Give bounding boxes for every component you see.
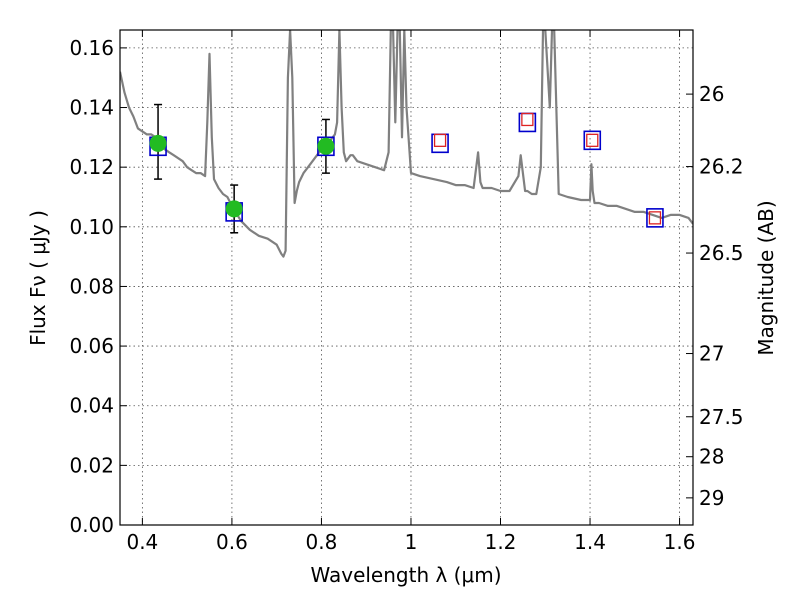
x-tick-label: 0.4 xyxy=(126,530,158,554)
data-layer xyxy=(120,30,693,258)
y2-tick-label: 27 xyxy=(699,342,724,366)
predicted-flux-marker xyxy=(586,133,599,147)
predicted-flux-marker xyxy=(648,211,662,225)
x-tick-label: 1.4 xyxy=(574,530,606,554)
y2-tick-label: 26.2 xyxy=(699,155,744,179)
model-spectrum-line xyxy=(120,30,693,258)
y-tick-label: 0.02 xyxy=(69,453,114,477)
grid-lines xyxy=(120,30,693,526)
y-tick-label: 0.06 xyxy=(69,334,114,358)
x-tick-label: 0.8 xyxy=(306,530,338,554)
y2-axis-label: Magnitude (AB) xyxy=(754,200,778,355)
y-tick-label: 0.04 xyxy=(69,394,114,418)
y-tick-label: 0.14 xyxy=(69,96,114,120)
y-tick-label: 0.08 xyxy=(69,274,114,298)
x-tick-label: 0.6 xyxy=(216,530,248,554)
y2-tick-label: 27.5 xyxy=(699,405,744,429)
x-tick-label: 1 xyxy=(405,530,418,554)
y-axis-label: Flux Fν ( μJy ) xyxy=(26,210,50,346)
observed-flux-point xyxy=(225,200,243,218)
y-tick-label: 0.10 xyxy=(69,215,114,239)
model-photometry-marker xyxy=(646,208,664,228)
y2-tick-label: 29 xyxy=(699,486,724,510)
plot-frame xyxy=(119,29,694,526)
y2-tick-label: 28 xyxy=(699,445,724,469)
y2-tick-label: 26 xyxy=(699,82,724,106)
observed-flux-point xyxy=(317,137,335,155)
x-tick-label: 1.2 xyxy=(485,530,517,554)
tick-labels: 0.4 0.6 0.8 1 1.2 1.4 1.6 0.00 0.02 0.04 0.06 0.08 0… xyxy=(69,36,743,554)
predicted-flux-marker xyxy=(521,112,534,127)
observed-flux-point xyxy=(149,134,167,152)
x-tick-label: 1.6 xyxy=(664,530,696,554)
model-photometry-marker xyxy=(583,130,602,151)
tick-marks xyxy=(120,30,693,526)
y2-tick-label: 26.5 xyxy=(699,241,744,265)
y-tick-label: 0.00 xyxy=(69,513,114,537)
predicted-flux-marker xyxy=(433,133,447,147)
y-tick-label: 0.16 xyxy=(69,36,114,60)
x-axis-label: Wavelength λ (μm) xyxy=(310,563,501,587)
y-tick-label: 0.12 xyxy=(69,155,114,179)
